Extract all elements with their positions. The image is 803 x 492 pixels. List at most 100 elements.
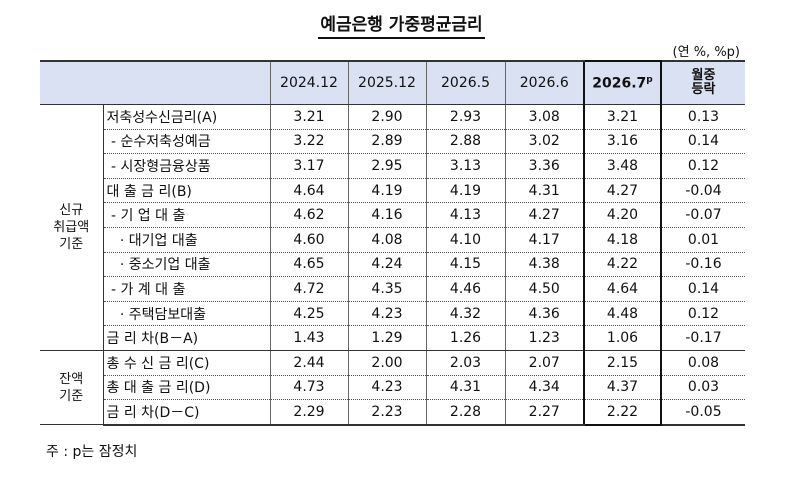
cell-value: 4.18: [583, 227, 662, 253]
cell-value: 1.23: [504, 325, 584, 351]
cell-value: 1.43: [269, 325, 348, 351]
cell-value: 1.26: [425, 325, 505, 351]
cell-mom-change: 0.14: [660, 129, 745, 155]
row-label: 저축성수신금리(A): [102, 104, 270, 130]
cell-value: 4.35: [347, 276, 426, 302]
cell-value: 4.20: [583, 202, 662, 228]
cell-value: 3.21: [269, 104, 348, 130]
row-label: - 기 업 대 출: [102, 202, 270, 228]
cell-value: 4.16: [347, 202, 426, 228]
row-label: 금 리 차(B－A): [102, 325, 270, 351]
table-body: 신규 취급액 기준 저축성수신금리(A) 3.21 2.90 2.93 3.08 3.21 0.1…: [40, 104, 745, 426]
cell-value: 4.13: [425, 202, 505, 228]
group-label-line: 기준: [59, 236, 84, 252]
rate-table: 2024.12 2025.12 2026.5 2026.6 2026.7p 월중…: [40, 60, 745, 426]
cell-mom-change: -0.05: [660, 399, 745, 426]
row-label: 총 대 출 금 리(D): [102, 375, 270, 401]
cell-value: 2.03: [425, 350, 505, 376]
cell-value: 4.64: [583, 276, 662, 302]
cell-value: 3.22: [269, 129, 348, 155]
header-row: 2024.12 2025.12 2026.5 2026.6 2026.7p 월중…: [40, 60, 745, 105]
col-header-2024-12: 2024.12: [269, 60, 348, 105]
cell-value: 4.48: [583, 301, 662, 327]
col-header-2025-12: 2025.12: [347, 60, 426, 105]
cell-mom-change: 0.14: [660, 276, 745, 302]
row-label: - 순수저축성예금: [102, 129, 270, 155]
col-header-2026-7: 2026.7p: [583, 60, 662, 105]
cell-value: 4.23: [347, 375, 426, 401]
cell-value: 4.22: [583, 252, 662, 278]
col-header-2026-6: 2026.6: [504, 60, 584, 105]
col-header-mom-change: 월중 등락: [660, 60, 745, 105]
cell-value: 3.21: [583, 104, 662, 130]
cell-value: 4.73: [269, 375, 348, 401]
cell-mom-change: 0.03: [660, 375, 745, 401]
cell-value: 4.19: [425, 178, 505, 204]
title-text: 예금은행 가중평균금리: [318, 15, 485, 39]
cell-value: 4.31: [425, 375, 505, 401]
cell-value: 3.13: [425, 153, 505, 179]
cell-value: 2.23: [347, 399, 426, 426]
table-row: - 가 계 대 출 4.72 4.35 4.46 4.50 4.64 0.14: [40, 276, 745, 302]
cell-value: 2.15: [583, 350, 662, 376]
row-label: - 가 계 대 출: [102, 276, 270, 302]
cell-value: 2.88: [425, 129, 505, 155]
cell-value: 4.24: [347, 252, 426, 278]
rate-table-wrapper: 2024.12 2025.12 2026.5 2026.6 2026.7p 월중…: [40, 60, 745, 426]
cell-mom-change: -0.07: [660, 202, 745, 228]
cell-value: 4.19: [347, 178, 426, 204]
table-row: - 시장형금융상품 3.17 2.95 3.13 3.36 3.48 0.12: [40, 153, 745, 179]
cell-value: 4.37: [583, 375, 662, 401]
header-corner: [40, 60, 270, 105]
row-label: - 시장형금융상품: [102, 153, 270, 179]
cell-value: 4.46: [425, 276, 505, 302]
cell-value: 3.16: [583, 129, 662, 155]
cell-value: 2.93: [425, 104, 505, 130]
cell-value: 4.08: [347, 227, 426, 253]
cell-mom-change: 0.12: [660, 153, 745, 179]
table-row: 대 출 금 리(B) 4.64 4.19 4.19 4.31 4.27 -0.04: [40, 178, 745, 204]
cell-value: 2.28: [425, 399, 505, 426]
row-label: · 대기업 대출: [102, 227, 270, 253]
group-label-line: 기준: [59, 388, 84, 404]
cell-value: 2.22: [583, 399, 662, 426]
cell-value: 4.50: [504, 276, 584, 302]
cell-value: 4.36: [504, 301, 584, 327]
cell-value: 2.90: [347, 104, 426, 130]
cell-value: 2.29: [269, 399, 348, 426]
row-label: · 중소기업 대출: [102, 252, 270, 278]
cell-value: 4.27: [504, 202, 584, 228]
cell-value: 4.72: [269, 276, 348, 302]
row-label: 대 출 금 리(B): [102, 178, 270, 204]
table-row: - 기 업 대 출 4.62 4.16 4.13 4.27 4.20 -0.07: [40, 202, 745, 228]
cell-value: 1.29: [347, 325, 426, 351]
cell-value: 2.95: [347, 153, 426, 179]
cell-value: 3.48: [583, 153, 662, 179]
cell-value: 2.00: [347, 350, 426, 376]
row-label: 총 수 신 금 리(C): [102, 350, 270, 376]
table-row: 금 리 차(D－C) 2.29 2.23 2.28 2.27 2.22 -0.05: [40, 399, 745, 426]
row-label: · 주택담보대출: [102, 301, 270, 327]
cell-value: 4.25: [269, 301, 348, 327]
cell-value: 2.07: [504, 350, 584, 376]
row-label: 금 리 차(D－C): [102, 399, 270, 426]
group-label-line: 취급액: [53, 219, 90, 235]
group-label-line: 잔액: [59, 371, 84, 387]
cell-value: 4.65: [269, 252, 348, 278]
table-row: 금 리 차(B－A) 1.43 1.29 1.26 1.23 1.06 -0.17: [40, 325, 745, 351]
cell-value: 4.60: [269, 227, 348, 253]
cell-mom-change: 0.13: [660, 104, 745, 130]
cell-value: 4.10: [425, 227, 505, 253]
cell-value: 4.17: [504, 227, 584, 253]
mom-line2: 등락: [691, 82, 716, 97]
cell-value: 4.15: [425, 252, 505, 278]
cell-value: 2.27: [504, 399, 584, 426]
cell-value: 2.44: [269, 350, 348, 376]
table-row: · 중소기업 대출 4.65 4.24 4.15 4.38 4.22 -0.16: [40, 252, 745, 278]
group-new-business: 신규 취급액 기준: [40, 104, 104, 351]
group-label-line: 신규: [59, 202, 84, 218]
cell-value: 4.31: [504, 178, 584, 204]
cell-value: 4.62: [269, 202, 348, 228]
table-row: 잔액 기준 총 수 신 금 리(C) 2.44 2.00 2.03 2.07 2.15 0.08: [40, 350, 745, 426]
page-title: 예금은행 가중평균금리: [0, 10, 803, 39]
